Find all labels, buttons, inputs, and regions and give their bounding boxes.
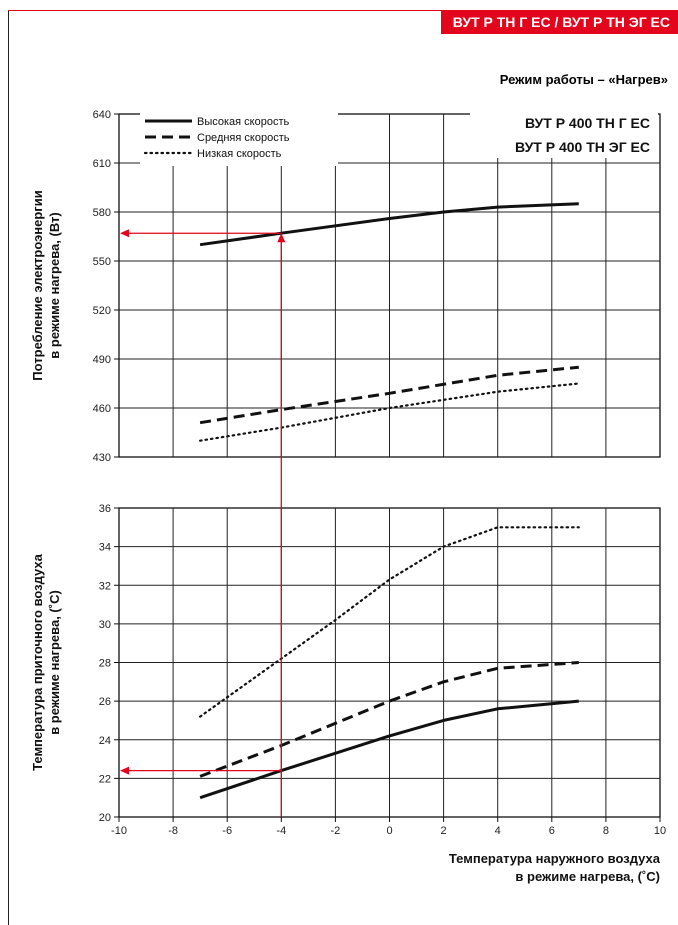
x-tick-label: -6 [222, 825, 232, 837]
x-tick-label: -4 [276, 825, 286, 837]
x-tick-label: 10 [654, 825, 666, 837]
y-axis-label: в режиме нагрева, (Вт) [47, 212, 62, 358]
y-tick-label: 30 [99, 619, 111, 631]
y-axis-label: Потребление электроэнергии [30, 190, 45, 380]
y-tick-label: 430 [93, 452, 111, 464]
series-line-dotted [199, 382, 580, 442]
x-tick-label: -2 [331, 825, 341, 837]
y-tick-label: 24 [99, 735, 111, 747]
y-tick-label: 580 [93, 207, 111, 219]
left-rule [8, 10, 9, 925]
y-tick-label: 610 [93, 158, 111, 170]
model-box [470, 110, 658, 158]
y-tick-label: 32 [99, 580, 111, 592]
annotation-arrowhead-up [277, 233, 286, 243]
y-tick-label: 640 [93, 109, 111, 121]
y-tick-label: 22 [99, 773, 111, 785]
legend-label: Низкая скорость [197, 148, 282, 160]
series-line-solid [199, 699, 579, 800]
y-tick-label: 26 [99, 696, 111, 708]
top-rule [8, 10, 678, 11]
series-line-dashed [199, 365, 579, 425]
y-axis-label: Температура приточного воздуха [30, 553, 45, 771]
series-line-solid [199, 202, 579, 247]
legend-label: Высокая скорость [197, 116, 289, 128]
y-tick-label: 460 [93, 403, 111, 415]
legend-label: Средняя скорость [197, 132, 290, 144]
x-axis-label: в режиме нагрева, (˚С) [515, 869, 660, 884]
series-line-dashed [199, 661, 579, 778]
model-name: ВУТ Р 400 ТН Г ЕС [525, 115, 650, 131]
y-tick-label: 550 [93, 256, 111, 268]
annotation-arrowhead-left-bottom [120, 766, 129, 775]
x-axis-label: Температура наружного воздуха [449, 851, 661, 866]
y-tick-label: 20 [99, 812, 111, 824]
y-tick-label: 36 [99, 503, 111, 515]
annotation-arrowhead-left-top [120, 229, 129, 238]
series-line-dotted [199, 526, 580, 718]
y-tick-label: 520 [93, 305, 111, 317]
y-tick-label: 28 [99, 658, 111, 670]
x-tick-label: -8 [168, 825, 178, 837]
x-tick-label: 2 [441, 825, 447, 837]
x-tick-label: 0 [386, 825, 392, 837]
x-tick-label: 8 [603, 825, 609, 837]
model-name: ВУТ Р 400 ТН ЭГ ЕС [515, 139, 650, 155]
x-tick-label: 6 [549, 825, 555, 837]
y-tick-label: 34 [99, 542, 111, 554]
x-tick-label: 4 [495, 825, 501, 837]
mode-title: Режим работы – «Нагрев» [500, 72, 668, 87]
y-tick-label: 490 [93, 354, 111, 366]
header-badge: ВУТ Р ТН Г ЕС / ВУТ Р ТН ЭГ ЕС [440, 10, 678, 34]
y-axis-label: в режиме нагрева, (˚С) [47, 590, 62, 735]
x-tick-label: -10 [111, 825, 127, 837]
